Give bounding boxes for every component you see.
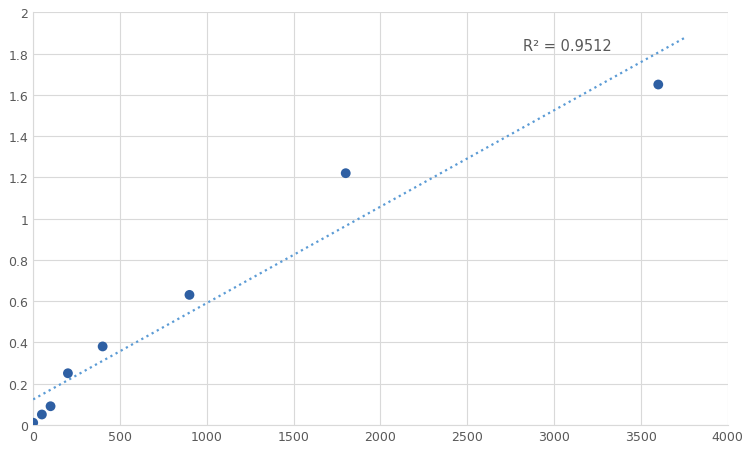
Point — [340, 170, 352, 177]
Point — [27, 419, 39, 426]
Point — [44, 403, 56, 410]
Text: R² = 0.9512: R² = 0.9512 — [523, 39, 611, 54]
Point — [183, 292, 196, 299]
Point — [96, 343, 108, 350]
Point — [652, 82, 664, 89]
Point — [36, 411, 48, 418]
Point — [62, 370, 74, 377]
